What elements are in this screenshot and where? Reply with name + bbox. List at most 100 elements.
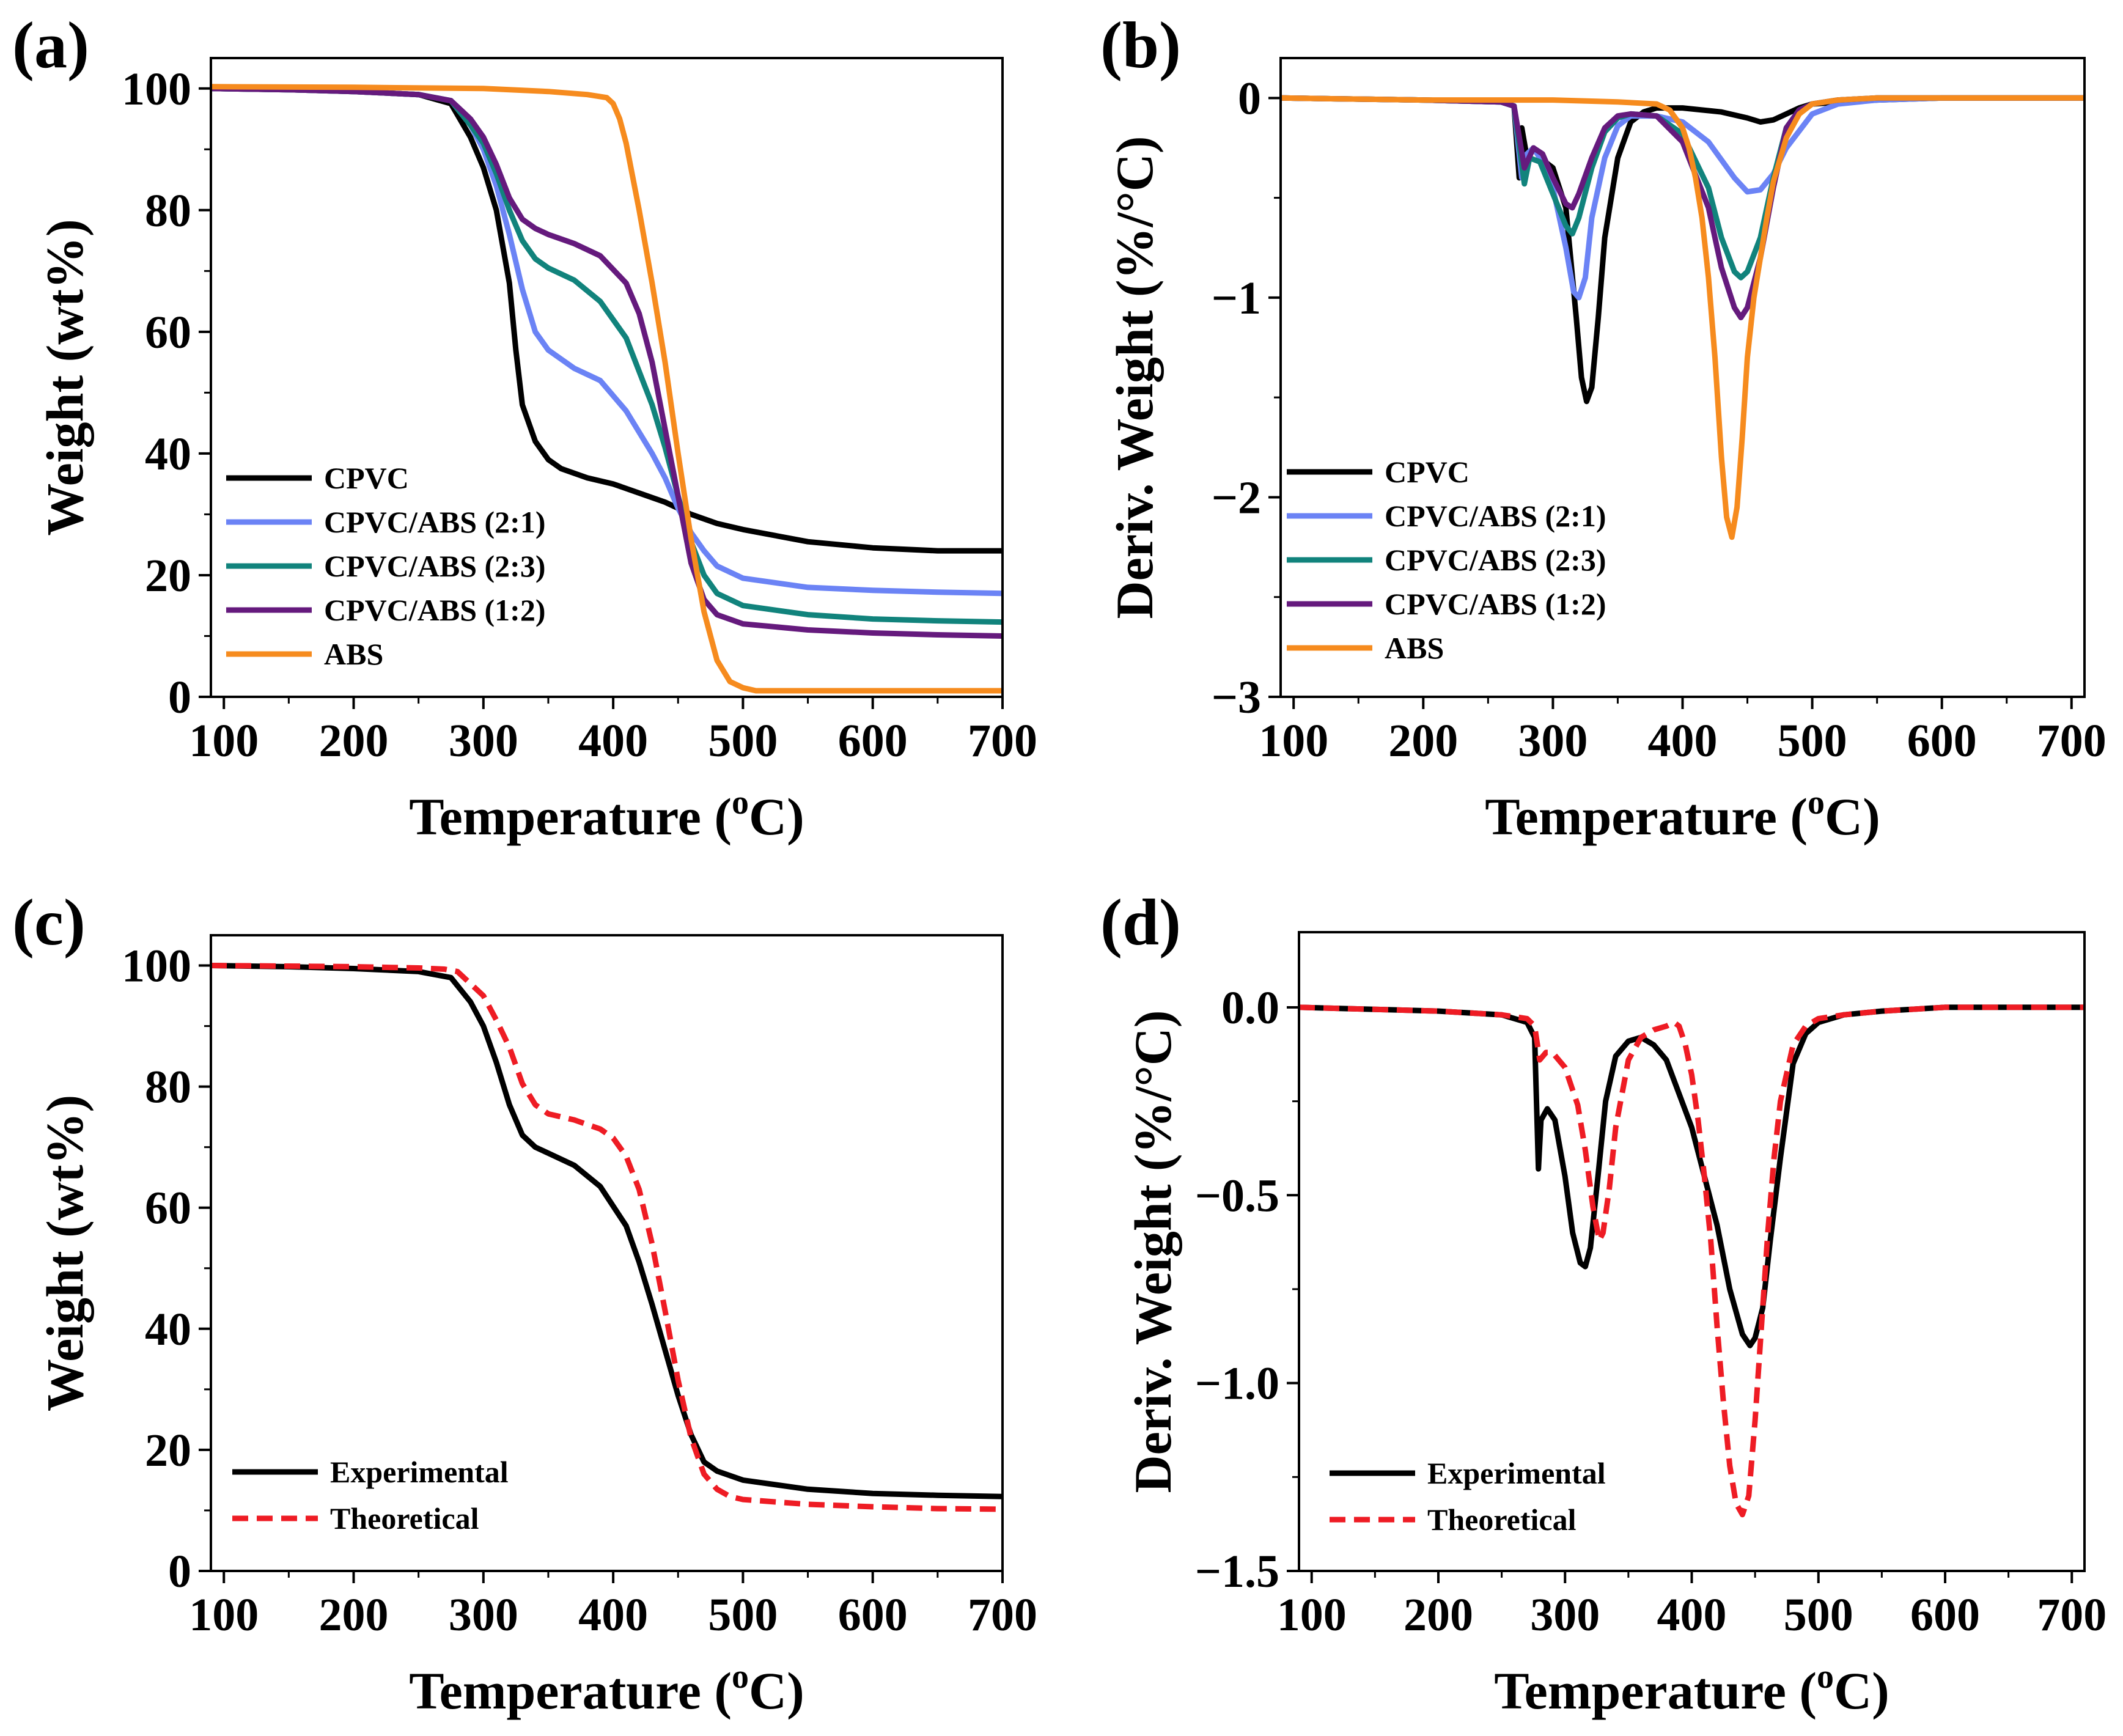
y-tick-label: 20 bbox=[145, 550, 191, 601]
x-axis-title-suffix: C) bbox=[749, 787, 804, 846]
legend-label-3: CPVC/ABS (2:3) bbox=[324, 549, 545, 583]
legend-label-3: CPVC/ABS (2:3) bbox=[1385, 543, 1606, 577]
series-line-4 bbox=[1281, 95, 2084, 320]
series-group bbox=[1281, 95, 2084, 540]
x-tick-label: 400 bbox=[1657, 1589, 1727, 1641]
x-tick-label: 300 bbox=[1518, 715, 1588, 767]
series-line-5 bbox=[211, 84, 1003, 694]
series-line-1 bbox=[211, 963, 1003, 1499]
panel-label: (c) bbox=[12, 886, 86, 959]
x-tick-label: 500 bbox=[1778, 715, 1847, 767]
x-tick-label: 300 bbox=[449, 715, 518, 767]
legend-label-2: Theoretical bbox=[330, 1501, 479, 1536]
legend-label-2: CPVC/ABS (2:1) bbox=[1385, 499, 1606, 533]
plot-frame bbox=[1298, 931, 2086, 1572]
chart-panel-2: (b) 100 200 300 400 500 600 700 −3 −2 −1 0 Temperatu… bbox=[1100, 9, 2106, 846]
x-axis-title-sup: o bbox=[1808, 784, 1825, 822]
y-tick-label: 60 bbox=[145, 307, 191, 358]
series-line-1 bbox=[1299, 1004, 2084, 1348]
y-tick-label: 100 bbox=[122, 64, 191, 115]
x-tick-label: 600 bbox=[1910, 1589, 1980, 1641]
y-axis-title: Deriv. Weight (%/°C) bbox=[1124, 1010, 1182, 1493]
y-axis-title: Weight (wt%) bbox=[35, 219, 94, 535]
legend-label-4: CPVC/ABS (1:2) bbox=[324, 593, 545, 627]
x-axis-title-sup: o bbox=[1817, 1658, 1834, 1696]
x-tick-label: 500 bbox=[708, 715, 778, 767]
x-axis-title: Temperature (oC) bbox=[1494, 1658, 1889, 1720]
y-tick-label: 0 bbox=[168, 672, 191, 723]
y-tick-label: 0 bbox=[168, 1546, 191, 1597]
y-axis-title: Deriv. Weight (%/°C) bbox=[1105, 136, 1164, 619]
x-axis-title-main: Temperature ( bbox=[409, 1661, 732, 1720]
series-line-2 bbox=[1299, 1004, 2084, 1518]
x-tick-label: 200 bbox=[1404, 1589, 1473, 1641]
x-axis-title-main: Temperature ( bbox=[1485, 787, 1808, 846]
x-tick-label: 100 bbox=[189, 1589, 259, 1641]
y-tick-label: −1.5 bbox=[1195, 1546, 1279, 1597]
x-tick-label: 400 bbox=[1648, 715, 1718, 767]
series-line-3 bbox=[211, 86, 1003, 625]
x-axis-title-main: Temperature ( bbox=[409, 787, 732, 846]
x-axis-title: Temperature (oC) bbox=[409, 1658, 804, 1720]
legend-label-2: Theoretical bbox=[1427, 1502, 1577, 1537]
series-group bbox=[211, 963, 1003, 1512]
panel-label: (d) bbox=[1100, 886, 1181, 959]
x-tick-label: 500 bbox=[708, 1589, 778, 1641]
legend-label-1: Experimental bbox=[1427, 1456, 1606, 1490]
x-axis-title-suffix: C) bbox=[1825, 787, 1880, 846]
legend-label-5: ABS bbox=[324, 637, 383, 671]
y-tick-label: −2 bbox=[1212, 472, 1261, 523]
y-tick-label: 20 bbox=[145, 1425, 191, 1476]
x-axis-title-sup: o bbox=[732, 784, 749, 822]
legend-label-4: CPVC/ABS (1:2) bbox=[1385, 587, 1606, 621]
chart-panel-4: (d) 100 200 300 400 500 600 700 −1.5 −1.0 −0.5 0.0 T… bbox=[1100, 886, 2106, 1720]
y-tick-label: 80 bbox=[145, 185, 191, 237]
panel-label: (b) bbox=[1100, 9, 1181, 82]
x-tick-label: 600 bbox=[1907, 715, 1977, 767]
plot-frame bbox=[210, 934, 1004, 1572]
x-axis-title-suffix: C) bbox=[749, 1661, 804, 1720]
y-tick-label: −0.5 bbox=[1195, 1170, 1279, 1221]
x-tick-label: 600 bbox=[838, 715, 908, 767]
y-tick-label: 40 bbox=[145, 428, 191, 480]
legend-label-1: CPVC bbox=[324, 461, 409, 495]
x-tick-label: 700 bbox=[2037, 1589, 2106, 1641]
y-tick-label: 80 bbox=[145, 1062, 191, 1113]
series-line-1 bbox=[1281, 95, 2084, 405]
x-axis-title-main: Temperature ( bbox=[1494, 1661, 1817, 1720]
y-tick-label: 100 bbox=[122, 941, 191, 992]
x-tick-label: 700 bbox=[968, 715, 1037, 767]
chart-panel-1: (a) 100 200 300 400 500 600 700 0 20 40 60 80 100 Temp… bbox=[12, 9, 1037, 846]
y-tick-label: −1.0 bbox=[1195, 1358, 1279, 1410]
x-tick-label: 700 bbox=[2037, 715, 2106, 767]
x-axis-title: Temperature (oC) bbox=[409, 784, 804, 846]
x-tick-label: 200 bbox=[319, 1589, 389, 1641]
x-tick-label: 400 bbox=[578, 715, 648, 767]
legend-label-5: ABS bbox=[1385, 631, 1444, 665]
x-axis-title-suffix: C) bbox=[1834, 1661, 1889, 1720]
chart-panel-3: (c) 100 200 300 400 500 600 700 0 20 40 60 80 100 Temp… bbox=[12, 886, 1037, 1720]
x-tick-label: 200 bbox=[1388, 715, 1458, 767]
y-axis-title: Weight (wt%) bbox=[35, 1095, 94, 1411]
x-tick-label: 300 bbox=[449, 1589, 518, 1641]
series-line-4 bbox=[211, 86, 1003, 639]
x-axis-title: Temperature (oC) bbox=[1485, 784, 1880, 846]
x-tick-label: 500 bbox=[1784, 1589, 1853, 1641]
x-tick-label: 400 bbox=[578, 1589, 648, 1641]
series-line-5 bbox=[1281, 95, 2084, 540]
plot-frame bbox=[210, 57, 1004, 698]
y-tick-label: −1 bbox=[1212, 273, 1261, 324]
legend-label-2: CPVC/ABS (2:1) bbox=[324, 505, 545, 539]
series-group bbox=[1299, 1004, 2084, 1518]
x-tick-label: 100 bbox=[189, 715, 259, 767]
x-tick-label: 100 bbox=[1259, 715, 1328, 767]
panel-label: (a) bbox=[12, 9, 89, 82]
x-tick-label: 100 bbox=[1277, 1589, 1347, 1641]
y-tick-label: 60 bbox=[145, 1183, 191, 1234]
y-tick-label: −3 bbox=[1212, 672, 1261, 723]
legend-label-1: Experimental bbox=[330, 1455, 509, 1489]
x-tick-label: 700 bbox=[968, 1589, 1037, 1641]
legend-label-1: CPVC bbox=[1385, 455, 1470, 489]
y-tick-label: 0 bbox=[1238, 73, 1261, 124]
